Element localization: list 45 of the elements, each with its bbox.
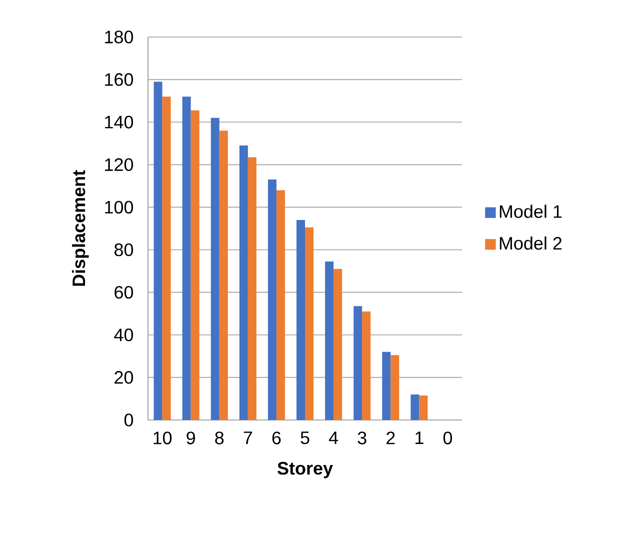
bar — [390, 355, 400, 420]
x-tick-label: 10 — [154, 432, 172, 444]
bar — [325, 261, 334, 420]
y-tick-label: 180 — [105, 30, 134, 44]
y-tick-label: 20 — [114, 371, 134, 384]
y-tick-label: 140 — [105, 116, 134, 128]
x-tick-label: 7 — [244, 432, 252, 444]
bar — [354, 306, 362, 420]
bar — [410, 394, 420, 420]
y-tick-label: 80 — [114, 243, 134, 256]
x-tick-label: 5 — [300, 432, 310, 444]
x-tick-label: 6 — [272, 432, 281, 444]
bar — [190, 110, 200, 420]
bar — [276, 190, 285, 420]
bar — [154, 82, 162, 420]
bar — [296, 220, 306, 420]
y-tick-label: 160 — [105, 73, 134, 86]
x-tick-label: 9 — [186, 432, 195, 444]
bar — [382, 352, 391, 420]
x-tick-label: 1 — [416, 432, 424, 444]
y-axis-title: Displacement — [72, 170, 89, 286]
bar — [219, 130, 228, 420]
y-tick-label: 60 — [114, 286, 134, 299]
x-tick-label: 3 — [358, 432, 366, 444]
x-tick-label: 4 — [328, 432, 338, 444]
legend-label: Model 2 — [500, 236, 562, 250]
bar — [162, 96, 171, 420]
bar — [248, 157, 256, 420]
y-tick-label: 40 — [114, 328, 134, 342]
x-tick-label: 8 — [215, 432, 224, 444]
bar — [182, 96, 191, 420]
y-tick-label: 100 — [105, 200, 134, 214]
legend-label: Model 1 — [500, 204, 562, 218]
bar — [210, 118, 220, 420]
y-tick-label: 120 — [105, 158, 134, 172]
bar — [362, 311, 371, 420]
bar — [239, 146, 248, 420]
bar — [419, 396, 428, 420]
x-tick-label: 0 — [443, 432, 452, 444]
bar — [268, 180, 276, 420]
bar — [334, 268, 342, 420]
bar — [305, 227, 314, 420]
x-tick-label: 2 — [386, 432, 395, 444]
y-tick-label: 0 — [124, 414, 134, 426]
x-axis-title: Storey — [278, 462, 333, 478]
